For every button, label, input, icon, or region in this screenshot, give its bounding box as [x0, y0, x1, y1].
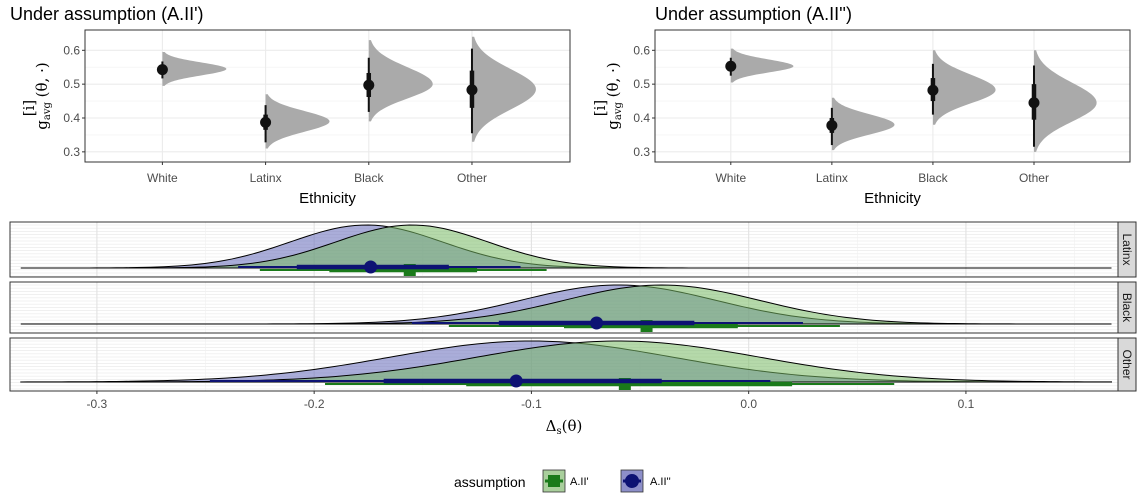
median-point: [466, 84, 478, 96]
xlabel-sub: s: [556, 426, 561, 437]
median-point: [1028, 97, 1040, 109]
density-curve-a2p: [20, 340, 1112, 383]
legend-label: A.II'': [650, 476, 671, 488]
x-tick-label: 0.1: [958, 397, 975, 411]
legend-item-1: A.II': [542, 469, 589, 493]
x-tick-label: Black: [918, 171, 948, 185]
y-tick-label: 0.4: [63, 111, 80, 125]
x-tick-label: Black: [354, 171, 384, 185]
legend: assumption A.II' A.II'': [454, 469, 671, 493]
facet-strip-label: Latinx: [1120, 233, 1134, 265]
median-point: [826, 119, 838, 131]
ylabel-main: g: [33, 120, 51, 130]
y-axis-title-text: gavg (θ, ·): [604, 62, 624, 129]
violin-panel-2: 0.3 0.4 0.5 0.6 White Latinx Black Other Under a…: [591, 4, 1131, 207]
y-tick-label: 0.4: [633, 111, 650, 125]
y-tick-label: 0.6: [633, 43, 650, 57]
y-axis-title: gavg (θ, ·)[i]: [591, 62, 624, 129]
density-white: [730, 48, 794, 83]
legend-key-circle: [625, 474, 639, 488]
xlabel-args: (θ): [562, 417, 583, 435]
ylabel-main: g: [604, 120, 622, 130]
panel-title: Under assumption (A.II'): [10, 4, 204, 24]
panel-title: Under assumption (A.II''): [655, 4, 852, 24]
density-black: [932, 50, 996, 125]
median-point: [260, 116, 272, 128]
xlabel-main: Δ: [546, 417, 557, 435]
median-point: [927, 84, 939, 96]
facet-strip-label: Black: [1120, 293, 1134, 323]
density-facet-other: Other: [9, 337, 1137, 392]
facet-background: [10, 222, 1118, 277]
facet-strip: [1117, 221, 1137, 278]
x-tick-label: White: [147, 171, 178, 185]
panel-border: [654, 29, 1131, 163]
y-tick-label: 0.3: [633, 145, 650, 159]
ylabel-sup: [i]: [20, 100, 38, 117]
point-estimate-circle: [509, 374, 523, 388]
legend-item-2: A.II'': [620, 469, 671, 493]
median-point: [725, 60, 737, 72]
x-axis-title: Δs(θ): [546, 417, 583, 437]
x-tick-label: Other: [1019, 171, 1049, 185]
x-axis-title: Ethnicity: [864, 190, 921, 207]
y-tick-label: 0.6: [63, 43, 80, 57]
y-tick-label: 0.3: [63, 145, 80, 159]
x-tick-label: Other: [457, 171, 487, 185]
density-other: [1033, 50, 1097, 152]
density-white: [162, 52, 227, 86]
x-tick-label: -0.2: [304, 397, 325, 411]
density-facet-black: Black: [9, 281, 1137, 334]
ylabel-sub: avg: [42, 101, 53, 120]
density-latinx: [831, 97, 895, 151]
ylabel-args: (θ, ·): [604, 62, 622, 102]
x-tick-label: -0.3: [87, 397, 108, 411]
density-latinx: [265, 94, 330, 149]
ylabel-sup: [i]: [591, 100, 609, 117]
facet-strip-label: Other: [1120, 349, 1134, 379]
ylabel-args: (θ, ·): [33, 62, 51, 102]
density-x-axis: -0.3 -0.2 -0.1 0.0 0.1 Δs(θ): [87, 391, 975, 437]
density-black: [368, 40, 433, 122]
y-tick-label: 0.5: [63, 77, 80, 91]
median-point: [156, 64, 168, 76]
legend-key-square: [548, 475, 560, 487]
point-estimate-circle: [590, 316, 604, 330]
density-other: [471, 36, 536, 142]
x-tick-label: Latinx: [250, 171, 282, 185]
density-curve-a2p: [20, 284, 1112, 325]
ylabel-sub: avg: [613, 101, 624, 120]
x-tick-label: Latinx: [816, 171, 848, 185]
y-tick-label: 0.5: [633, 77, 650, 91]
x-tick-label: -0.1: [521, 397, 542, 411]
y-axis-title: gavg (θ, ·)[i]: [20, 62, 53, 129]
x-tick-label: White: [715, 171, 746, 185]
median-point: [363, 79, 375, 91]
density-facet-latinx: Latinx: [9, 221, 1137, 278]
legend-label: A.II': [570, 476, 589, 488]
panel-border: [84, 29, 571, 163]
x-axis-title: Ethnicity: [299, 190, 356, 207]
violin-panel-1: 0.3 0.4 0.5 0.6 White Latinx Black Other Under a…: [10, 4, 571, 207]
facet-strip: [1117, 337, 1137, 392]
density-curve-a2p: [20, 224, 1112, 269]
facet-strip: [1117, 281, 1137, 334]
x-tick-label: 0.0: [740, 397, 757, 411]
y-axis-title-text: gavg (θ, ·): [33, 62, 53, 129]
legend-title: assumption: [454, 474, 526, 490]
point-estimate-circle: [364, 260, 378, 274]
